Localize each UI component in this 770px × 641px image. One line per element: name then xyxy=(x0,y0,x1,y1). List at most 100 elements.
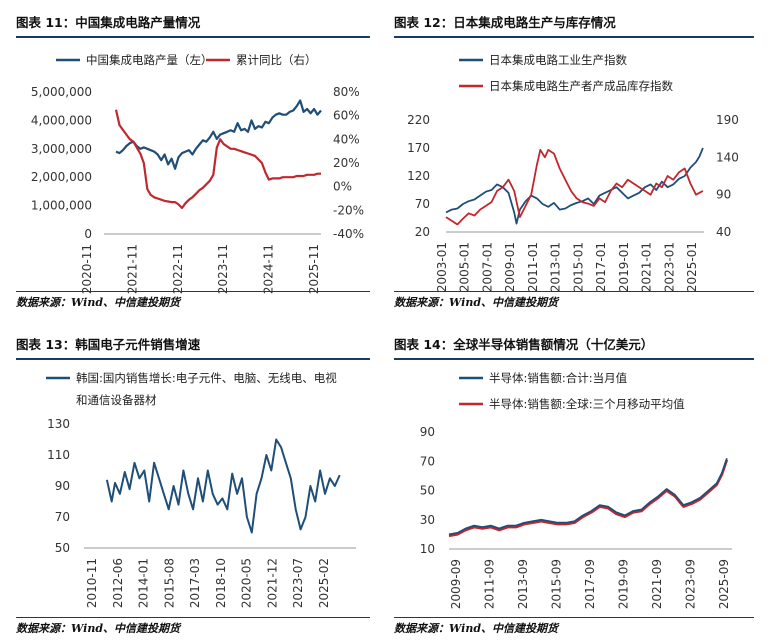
y-tick-label-left: 220 xyxy=(407,113,430,127)
x-tick-label: 2021-11 xyxy=(125,244,139,294)
x-tick-label: 2003-01 xyxy=(435,242,449,292)
chart-title: 图表 14：全球半导体销售额情况（十亿美元） xyxy=(394,337,654,352)
y-tick-label: 110 xyxy=(47,448,70,462)
y-tick-label: 50 xyxy=(420,484,435,498)
x-tick-label: 2010-11 xyxy=(85,558,99,608)
x-tick-label: 2013-01 xyxy=(549,242,563,292)
legend-label: 和通信设备器材 xyxy=(76,393,157,407)
y-tick-label-left: 4,000,000 xyxy=(31,113,92,127)
y-tick-label-right: 140 xyxy=(716,150,739,164)
x-tick-label: 2019-01 xyxy=(617,242,631,292)
y-tick-label-left: 0 xyxy=(84,227,92,241)
x-tick-label: 2023-07 xyxy=(291,558,305,608)
y-tick-label-left: 20 xyxy=(415,225,430,239)
source-rule xyxy=(394,617,754,618)
x-tick-label: 2012-06 xyxy=(111,558,125,608)
legend-label: 半导体:销售额:全球:三个月移动平均值 xyxy=(489,397,685,411)
series-line xyxy=(105,438,341,534)
x-tick-label: 2019-09 xyxy=(617,559,631,609)
x-tick-label: 2020-05 xyxy=(240,558,254,608)
y-tick-label-left: 1,000,000 xyxy=(31,199,92,213)
y-tick-label-left: 5,000,000 xyxy=(31,85,92,99)
chart-source: 数据来源：Wind、中信建投期货 xyxy=(394,622,559,635)
x-tick-label: 2025-02 xyxy=(317,558,331,608)
y-tick-label-left: 3,000,000 xyxy=(31,142,92,156)
title-rule xyxy=(394,358,754,360)
x-tick-label: 2011-01 xyxy=(526,242,540,292)
y-tick-label-right: 40 xyxy=(716,225,731,239)
y-tick-label: 30 xyxy=(420,513,435,527)
y-tick-label: 70 xyxy=(55,510,70,524)
chart-title: 图表 13：韩国电子元件销售增速 xyxy=(16,337,201,352)
x-tick-label: 2023-01 xyxy=(662,242,676,292)
x-tick-label: 2015-09 xyxy=(550,559,564,609)
source-rule xyxy=(16,617,370,618)
x-tick-label: 2009-09 xyxy=(449,559,463,609)
y-tick-label-right: 40% xyxy=(333,132,360,146)
y-tick-label: 70 xyxy=(420,454,435,468)
y-tick-label: 50 xyxy=(55,541,70,555)
chart-panel-china-ic-production: 图表 11：中国集成电路产量情况 中国集成电路产量（左） 累计同比（右） 0 1,00… xyxy=(16,8,370,309)
series-line xyxy=(448,459,729,538)
legend-label: 中国集成电路产量（左） xyxy=(86,53,213,67)
legend-label: 韩国:国内销售增长:电子元件、电脑、无线电、电视 xyxy=(76,371,337,385)
y-tick-label-right: 0% xyxy=(333,180,352,194)
x-tick-label: 2025-09 xyxy=(717,559,731,609)
y-tick-label-right: 60% xyxy=(333,109,360,123)
x-tick-label: 2025-11 xyxy=(307,244,321,294)
x-tick-label: 2021-01 xyxy=(640,242,654,292)
x-tick-label: 2020-11 xyxy=(80,244,94,294)
chart-panel-japan-ic-production-inventory: 图表 12：日本集成电路生产与库存情况 日本集成电路工业生产指数日本集成电路生产… xyxy=(394,8,754,309)
x-tick-label: 2021-09 xyxy=(650,559,664,609)
chart-source: 数据来源：Wind、中信建投期货 xyxy=(16,296,181,309)
y-tick-label: 90 xyxy=(420,425,435,439)
chart-panel-korea-electronics-sales: 图表 13：韩国电子元件销售增速 韩国:国内销售增长:电子元件、电脑、无线电、电… xyxy=(16,330,370,638)
series-line xyxy=(114,109,321,210)
x-tick-label: 2018-10 xyxy=(214,558,228,608)
x-tick-label: 2025-01 xyxy=(685,242,699,292)
y-tick-label-right: -20% xyxy=(333,203,364,217)
y-tick-label: 90 xyxy=(55,479,70,493)
series-line xyxy=(445,149,704,226)
y-tick-label-left: 120 xyxy=(407,169,430,183)
source-rule xyxy=(394,291,754,292)
y-tick-label-right: 190 xyxy=(716,113,739,127)
x-tick-label: 2023-09 xyxy=(684,559,698,609)
legend-label: 日本集成电路工业生产指数 xyxy=(489,53,627,67)
x-tick-label: 2009-01 xyxy=(503,242,517,292)
series-line xyxy=(448,458,728,536)
x-tick-label: 2005-01 xyxy=(458,242,472,292)
y-tick-label-left: 2,000,000 xyxy=(31,170,92,184)
chart-svg: 中国集成电路产量（左） 累计同比（右） 0 1,000,000 2,000,000 3,0… xyxy=(31,53,364,294)
chart-source: 数据来源：Wind、中信建投期货 xyxy=(394,296,559,309)
y-tick-label-left: 170 xyxy=(407,141,430,155)
legend-label: 累计同比（右） xyxy=(236,53,317,67)
title-rule xyxy=(394,36,754,38)
y-tick-label: 130 xyxy=(47,417,70,431)
x-tick-label: 2015-08 xyxy=(162,558,176,608)
chart-title: 图表 11：中国集成电路产量情况 xyxy=(16,15,201,30)
chart-source: 数据来源：Wind、中信建投期货 xyxy=(16,622,181,635)
x-tick-label: 2007-01 xyxy=(480,242,494,292)
x-tick-label: 2022-11 xyxy=(171,244,185,294)
x-tick-label: 2015-01 xyxy=(571,242,585,292)
y-tick-label-right: -40% xyxy=(333,227,364,241)
x-tick-label: 2011-09 xyxy=(483,559,497,609)
series-line xyxy=(445,147,704,225)
title-rule xyxy=(16,36,370,38)
source-rule xyxy=(16,291,370,292)
y-tick-label: 10 xyxy=(420,542,435,556)
x-tick-label: 2023-11 xyxy=(216,244,230,294)
legend-label: 日本集成电路生产者产成品库存指数 xyxy=(489,79,673,93)
legend-label: 半导体:销售额:合计:当月值 xyxy=(489,371,628,385)
x-tick-label: 2017-03 xyxy=(188,558,202,608)
y-tick-label-right: 80% xyxy=(333,85,360,99)
x-tick-label: 2021-12 xyxy=(265,558,279,608)
x-tick-label: 2017-09 xyxy=(583,559,597,609)
y-tick-label-right: 90 xyxy=(716,188,731,202)
chart-title: 图表 12：日本集成电路生产与库存情况 xyxy=(394,15,616,30)
x-tick-label: 2014-01 xyxy=(137,558,151,608)
